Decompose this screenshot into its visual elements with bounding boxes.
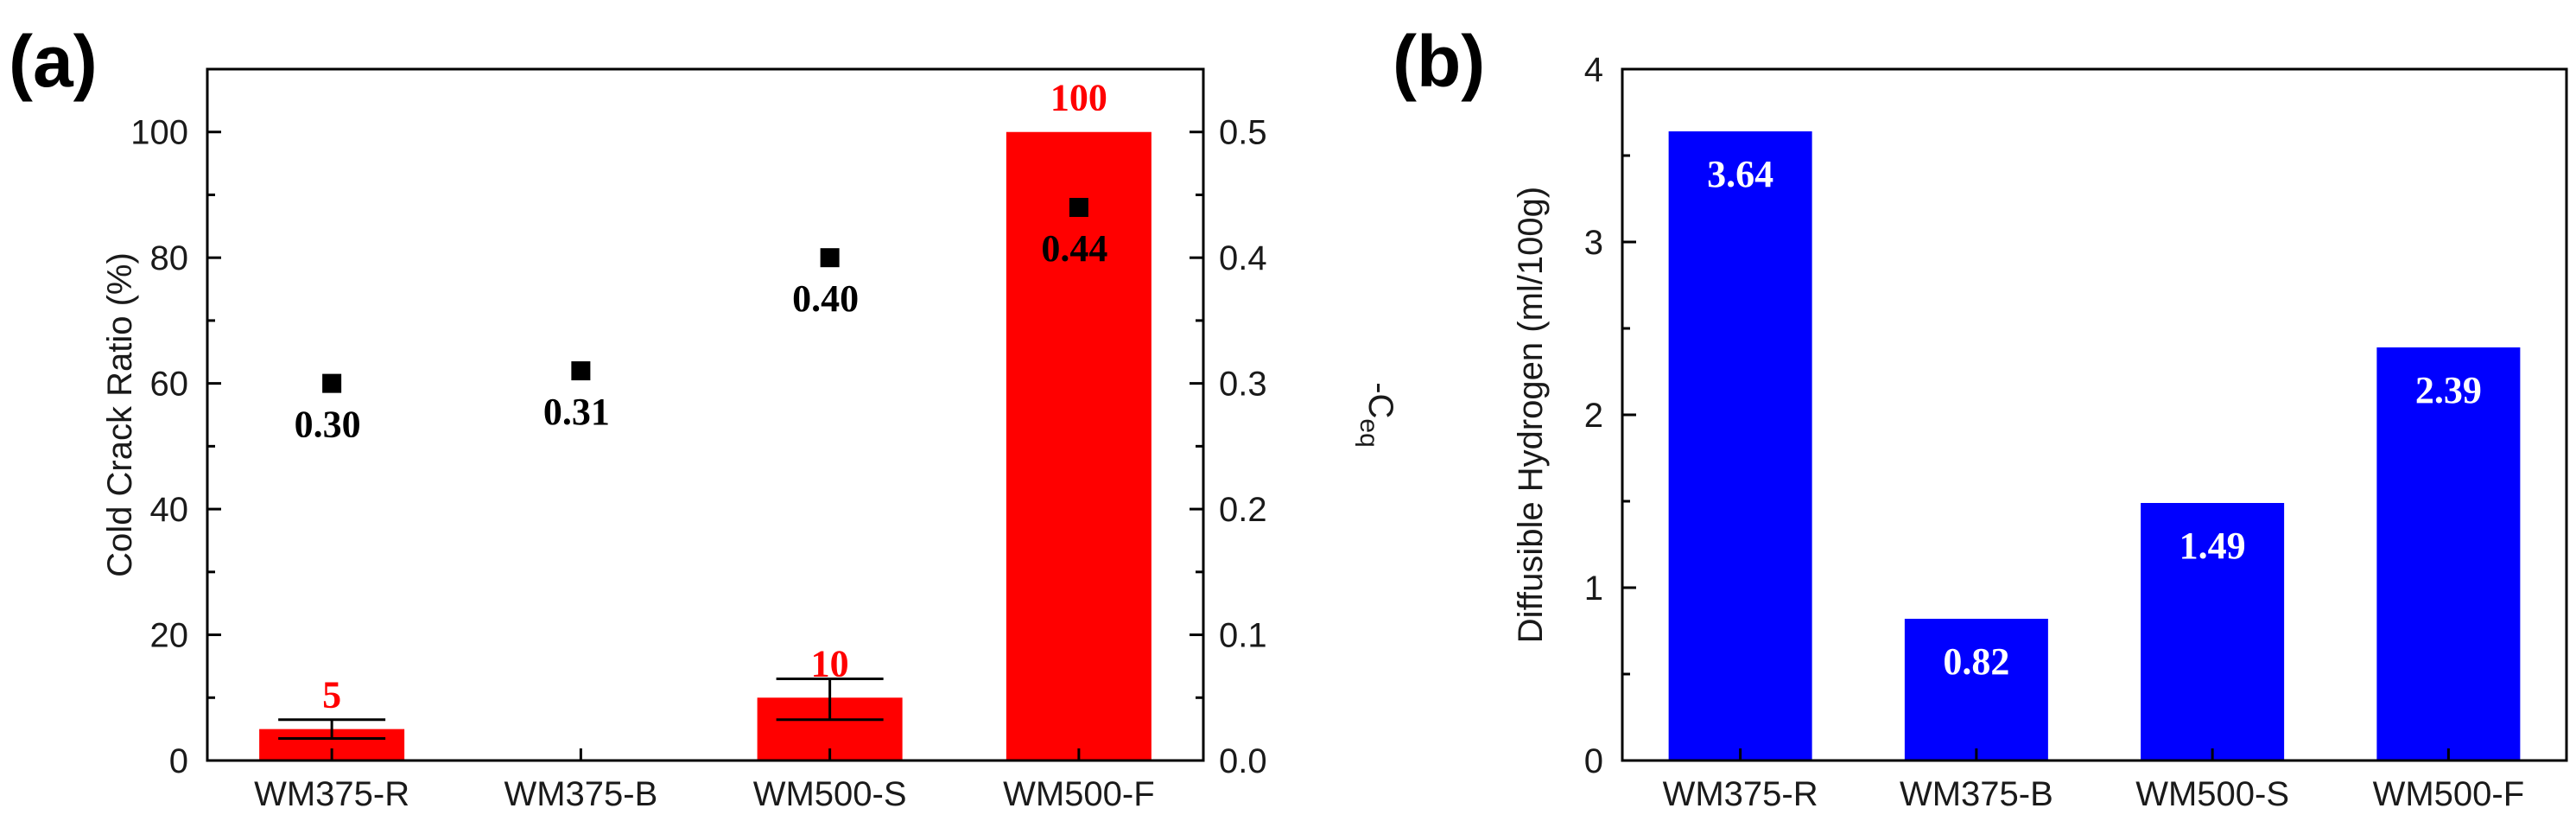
ceq-value-label: 0.44 xyxy=(1041,227,1107,270)
panel-b-categories: WM375-R WM375-B WM500-S WM500-F xyxy=(1663,748,2525,813)
x-category-label: WM375-B xyxy=(1900,775,2053,813)
panel-a-ceq-points xyxy=(322,198,1088,393)
ceq-point xyxy=(571,361,591,381)
crack-ratio-bar xyxy=(1006,131,1152,761)
panel-a-y2-axis-title: -Ceq xyxy=(1355,382,1399,448)
x-category-label: WM500-S xyxy=(2135,775,2289,813)
panel-a-right-ticks: 0.0 0.1 0.2 0.3 0.4 0.5 xyxy=(1190,67,1267,780)
x-category-label: WM500-F xyxy=(1003,775,1155,813)
hydrogen-value-label: 3.64 xyxy=(1707,153,1773,195)
panel-a-left-ticks: 0 20 40 60 80 100 xyxy=(130,114,221,780)
x-category-label: WM500-F xyxy=(2373,775,2525,813)
y-tick-label: 2 xyxy=(1584,397,1603,435)
y2-tick-label: 0.4 xyxy=(1219,239,1267,277)
y-tick-label: 60 xyxy=(150,366,189,404)
y-tick-label: 1 xyxy=(1584,570,1603,608)
y2-tick-label: 0.1 xyxy=(1219,617,1267,655)
panel-a-y2-sub: eq xyxy=(1355,418,1383,447)
panel-a-y2-prefix: - xyxy=(1361,382,1399,393)
ceq-value-label: 0.30 xyxy=(295,404,361,446)
y-tick-label: 20 xyxy=(150,617,189,655)
panel-b-bars xyxy=(1668,131,2521,761)
x-category-label: WM375-R xyxy=(1663,775,1818,813)
ceq-value-label: 0.31 xyxy=(543,391,610,433)
panel-b-left-ticks: 0 1 2 3 4 xyxy=(1584,51,1636,780)
hydrogen-bar xyxy=(1668,131,1812,761)
panel-a-bars xyxy=(259,131,1152,761)
ceq-point xyxy=(820,248,840,268)
hydrogen-bar xyxy=(1904,619,2048,761)
panel-a-y-axis-title: Cold Crack Ratio (%) xyxy=(101,252,139,577)
x-category-label: WM500-S xyxy=(753,775,907,813)
hydrogen-value-label: 1.49 xyxy=(2179,525,2246,567)
panel-a-categories: WM375-R WM375-B WM500-S WM500-F xyxy=(254,748,1155,813)
panel-a-plot-frame xyxy=(206,67,1205,762)
crack-ratio-value-label: 100 xyxy=(1050,77,1107,119)
x-category-label: WM375-B xyxy=(504,775,657,813)
ceq-point xyxy=(322,373,342,393)
y-tick-label: 40 xyxy=(150,491,189,529)
y-tick-label: 100 xyxy=(130,114,188,152)
panel-a-error-bars xyxy=(278,677,884,741)
crack-ratio-value-label: 5 xyxy=(322,674,341,716)
y2-tick-label: 0.3 xyxy=(1219,366,1267,404)
y-tick-label: 80 xyxy=(150,239,189,277)
panel-a-label: (a) xyxy=(9,21,98,102)
y-tick-label: 0 xyxy=(169,742,188,780)
y2-tick-label: 0.0 xyxy=(1219,742,1267,780)
y-tick-label: 0 xyxy=(1584,742,1603,780)
y2-tick-label: 0.5 xyxy=(1219,114,1267,152)
crack-ratio-value-label: 10 xyxy=(811,642,849,684)
y-tick-label: 4 xyxy=(1584,51,1603,89)
panel-b-y-axis-title: Diffusible Hydrogen (ml/100g) xyxy=(1512,187,1550,643)
y2-tick-label: 0.2 xyxy=(1219,491,1267,529)
hydrogen-bar xyxy=(2376,347,2521,761)
panel-b-label: (b) xyxy=(1393,21,1485,102)
panel-b-data-labels: 3.64 0.82 1.49 2.39 xyxy=(1707,153,2482,683)
hydrogen-value-label: 0.82 xyxy=(1943,640,2009,683)
y-tick-label: 3 xyxy=(1584,224,1603,262)
hydrogen-bar xyxy=(2141,503,2285,761)
ceq-value-label: 0.40 xyxy=(792,277,859,320)
hydrogen-value-label: 2.39 xyxy=(2415,369,2482,411)
x-category-label: WM375-R xyxy=(254,775,409,813)
panel-a-data-labels: 5 10 100 0.30 0.31 0.40 0.44 xyxy=(295,77,1108,716)
panel-a-y2-main: C xyxy=(1361,394,1399,419)
ceq-point xyxy=(1069,198,1088,217)
